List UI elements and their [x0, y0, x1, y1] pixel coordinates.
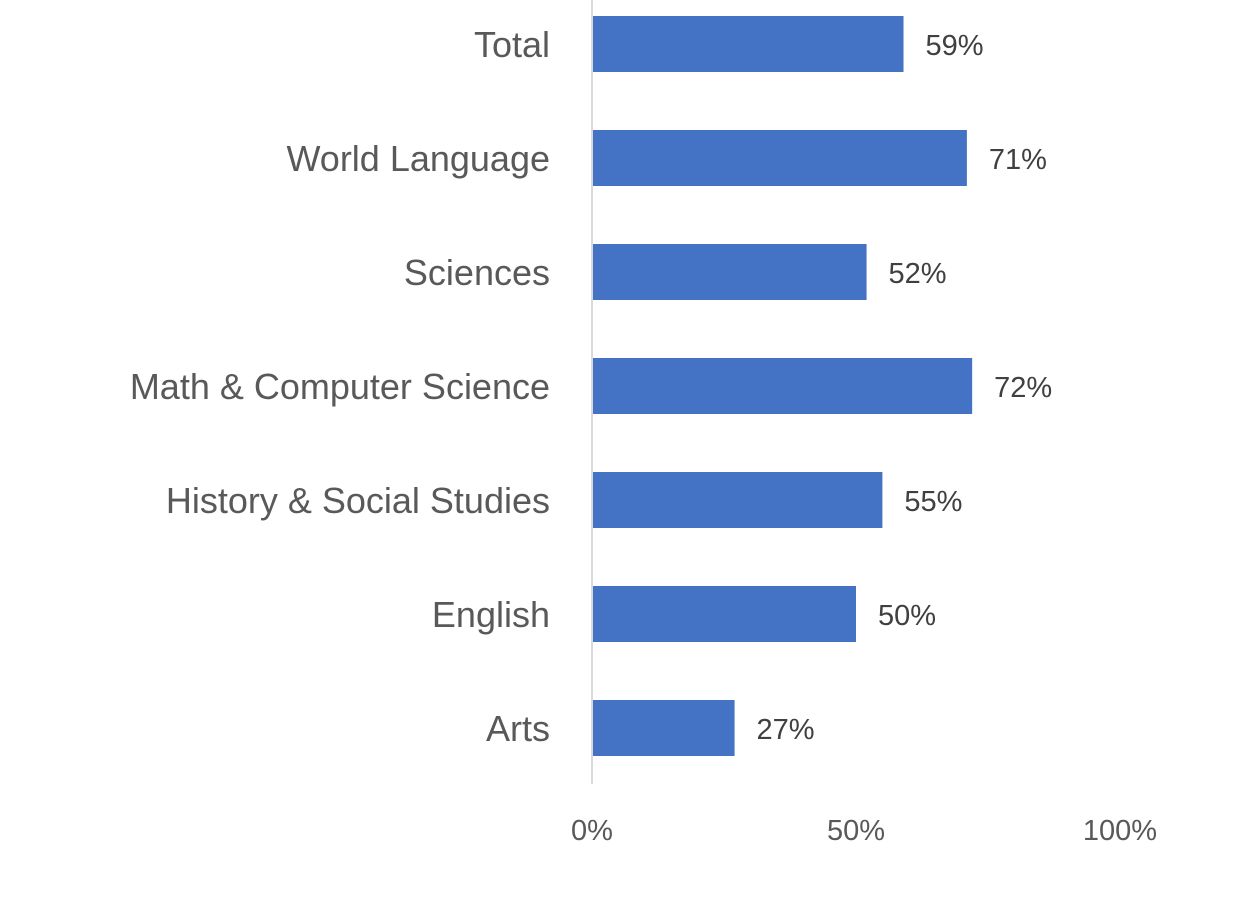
labels-layer: Total 59% World Language 71% Sciences 52% Math… [130, 24, 1052, 749]
bar-3 [592, 358, 973, 414]
axis-layer: 0% 50% 100% [571, 0, 1157, 847]
category-label-2: Sciences [404, 252, 550, 293]
bars-layer [592, 16, 973, 756]
category-label-6: Arts [486, 708, 550, 749]
bar-1 [592, 130, 967, 186]
x-tick-label-0: 0% [571, 815, 613, 847]
bar-6 [592, 700, 735, 756]
bar-4 [592, 472, 883, 528]
x-tick-label-1: 50% [827, 815, 885, 847]
value-label-5: 50% [878, 600, 936, 632]
value-label-2: 52% [889, 258, 947, 290]
value-label-6: 27% [757, 714, 815, 746]
category-label-1: World Language [286, 138, 550, 179]
bar-0 [592, 16, 904, 72]
value-label-1: 71% [989, 144, 1047, 176]
category-label-0: Total [474, 24, 550, 65]
bar-5 [592, 586, 856, 642]
value-label-4: 55% [904, 486, 962, 518]
bar-2 [592, 244, 867, 300]
value-label-3: 72% [994, 372, 1052, 404]
category-label-3: Math & Computer Science [130, 366, 550, 407]
x-tick-label-2: 100% [1083, 815, 1157, 847]
category-label-4: History & Social Studies [166, 480, 550, 521]
value-label-0: 59% [926, 30, 984, 62]
category-label-5: English [432, 594, 550, 635]
